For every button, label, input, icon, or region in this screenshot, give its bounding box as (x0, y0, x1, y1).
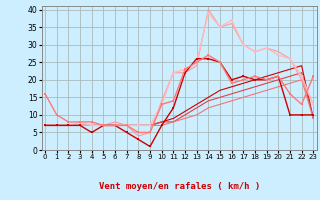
Text: Vent moyen/en rafales ( km/h ): Vent moyen/en rafales ( km/h ) (99, 182, 260, 191)
